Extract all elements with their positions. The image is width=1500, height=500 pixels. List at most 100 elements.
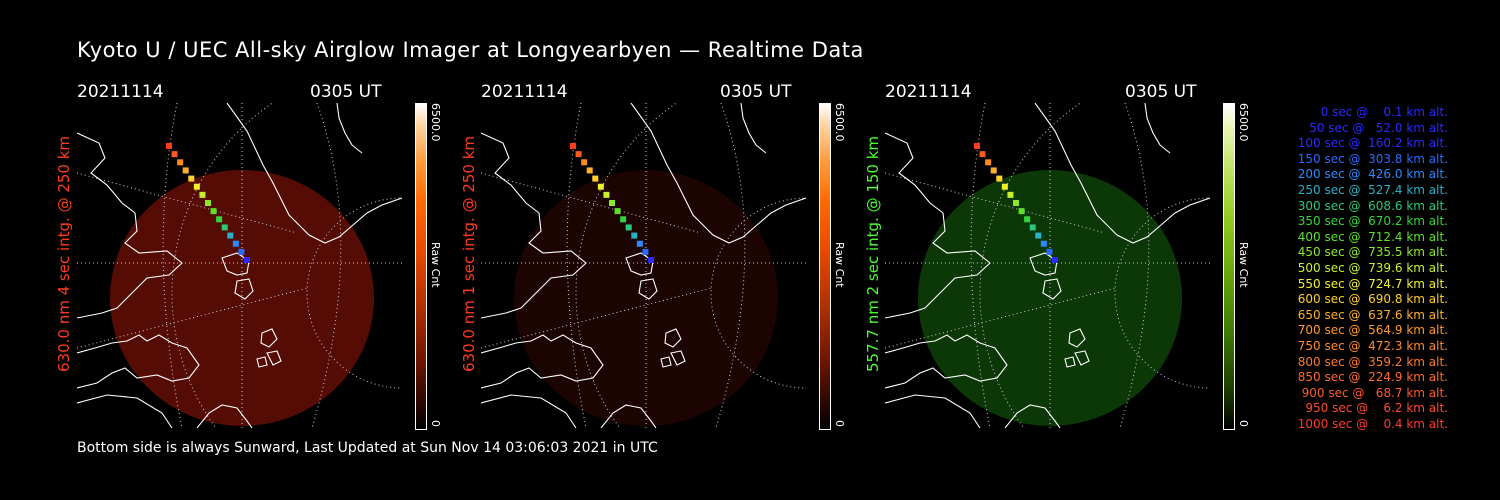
coastline [1068,328,1086,348]
track-point [974,143,980,149]
coastline [664,328,682,348]
coastline-map-icon [77,103,402,428]
coastline [77,132,183,319]
track-point [625,224,632,231]
legend-row: 500 sec @ 739.6 km alt. [1293,260,1448,275]
coastline [1004,404,1061,428]
panel-2-time: 0305 UT [720,82,792,102]
coastline [1034,103,1210,244]
page-title: Kyoto U / UEC All-sky Airglow Imager at … [77,38,864,62]
panel-2-wavelength-label: 630.0 nm 1 sec intg. @ 250 km [460,135,478,372]
track-point [166,143,172,149]
panel-1-date: 20211114 [77,82,164,102]
track-point [609,200,615,206]
panel-3-colorbar-unit: Raw Cnt [1237,242,1250,288]
track-point [586,167,593,174]
coastline [885,334,1008,389]
legend-row: 250 sec @ 527.4 km alt. [1293,182,1448,197]
track-point [996,175,1003,182]
coastline [670,350,686,366]
legend-row: 450 sec @ 735.5 km alt. [1293,245,1448,260]
legend-row: 400 sec @ 712.4 km alt. [1293,229,1448,244]
track-point [614,208,621,215]
track-point [238,248,245,255]
track-point [642,248,649,255]
panel-3-colorbar-max: 6500.0 [1237,103,1250,142]
coastline [77,394,173,428]
panel-3-time: 0305 UT [1125,82,1197,102]
legend-row: 150 sec @ 303.8 km alt. [1293,151,1448,166]
legend-row: 1000 sec @ 0.4 km alt. [1297,416,1448,431]
coastline [660,356,672,368]
panel-1-colorbar-unit: Raw Cnt [429,242,442,288]
panel-3-wavelength-label: 557.7 nm 2 sec intg. @ 150 km [864,135,882,372]
coastline-map-icon [481,103,806,428]
track-point [603,191,610,198]
coastline [638,278,658,300]
legend-row: 600 sec @ 690.8 km alt. [1293,292,1448,307]
track-point [979,151,986,158]
panel-1-sky-image[interactable] [77,103,402,428]
legend-row: 950 sec @ 6.2 km alt. [1301,401,1448,416]
track-point [597,183,604,190]
coastline [740,103,767,154]
legend-row: 850 sec @ 224.9 km alt. [1293,370,1448,385]
coastline [221,252,250,276]
panel-1-colorbar [415,103,427,430]
coastline [1042,278,1062,300]
grid-line [970,103,991,428]
legend-row: 700 sec @ 564.9 km alt. [1293,323,1448,338]
coastline [256,356,268,368]
coastline [196,404,253,428]
coastline [1074,350,1090,366]
legend-row: 750 sec @ 472.3 km alt. [1293,338,1448,353]
latlon-grid-icon [77,103,402,428]
footer-note: Bottom side is always Sunward, Last Upda… [77,440,658,456]
track-point [1040,240,1047,247]
track-point [199,191,206,198]
coastline [481,132,587,319]
panel-2-colorbar [819,103,831,430]
coastline [600,404,657,428]
track-point [1001,183,1008,190]
panel-2-sky-image[interactable] [481,103,806,428]
track-point [205,200,211,206]
panel-1-time: 0305 UT [310,82,382,102]
panel-2-colorbar-min: 0 [833,420,846,427]
track-point [1035,232,1042,239]
track-point [620,216,627,223]
legend-row: 50 sec @ 52.0 km alt. [1301,120,1448,135]
coastline-map-icon [885,103,1210,428]
coastline [336,103,363,154]
track-point [631,232,638,239]
track-point [636,240,643,247]
track-point [648,257,654,263]
legend-row: 650 sec @ 637.6 km alt. [1293,307,1448,322]
legend-row: 0 sec @ 0.1 km alt. [1309,105,1448,119]
track-point [177,159,184,166]
panel-3-sky-image[interactable] [885,103,1210,428]
panel-3-colorbar-min: 0 [1237,420,1250,427]
track-point [221,224,228,231]
track-point [570,143,576,149]
coastline [260,328,278,348]
legend-row: 550 sec @ 724.7 km alt. [1293,276,1448,291]
legend-row: 200 sec @ 426.0 km alt. [1293,167,1448,182]
trajectory-legend: 0 sec @ 0.1 km alt. 50 sec @ 52.0 km alt… [1262,105,1448,432]
coastline [1029,252,1058,276]
track-point [244,257,250,263]
track-point [171,151,178,158]
legend-row: 350 sec @ 670.2 km alt. [1293,214,1448,229]
legend-row: 100 sec @ 160.2 km alt. [1293,136,1448,151]
legend-row: 800 sec @ 359.2 km alt. [1293,354,1448,369]
track-point [575,151,582,158]
coastline [885,394,981,428]
panel-1-wavelength-label: 630.0 nm 4 sec intg. @ 250 km [55,135,73,372]
track-point [188,175,195,182]
coastline [226,103,402,244]
legend-row: 900 sec @ 68.7 km alt. [1297,385,1448,400]
track-point [1007,191,1014,198]
coastline [1064,356,1076,368]
panel-2-colorbar-unit: Raw Cnt [833,242,846,288]
track-point [1052,257,1058,263]
